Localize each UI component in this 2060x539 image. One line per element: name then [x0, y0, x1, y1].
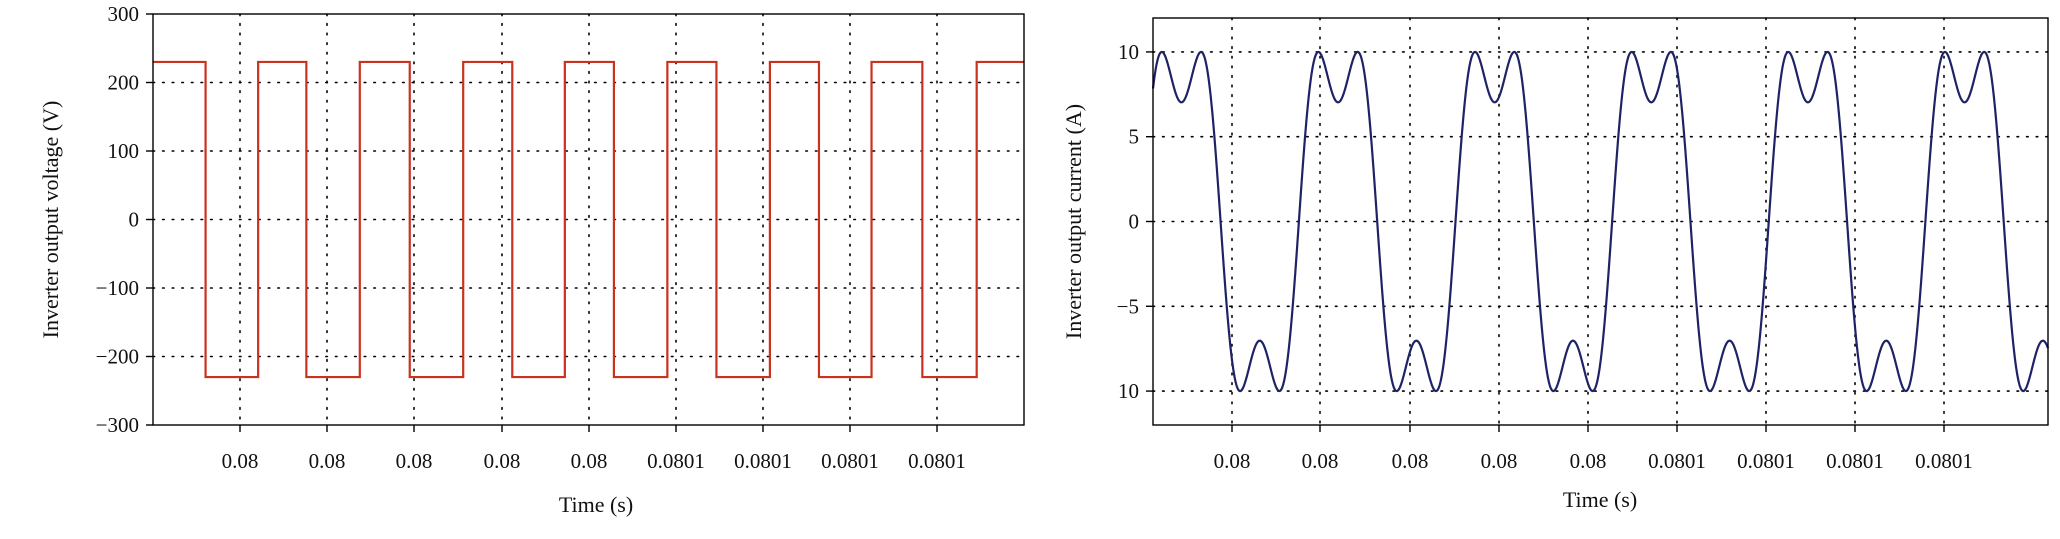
voltage-x-tick-label-0: 0.08 — [222, 449, 259, 473]
voltage-waveform-line — [153, 60, 1024, 379]
voltage-x-tick-label-4: 0.08 — [571, 449, 608, 473]
current-x-tick-label-5: 0.0801 — [1648, 449, 1706, 473]
voltage-x-tick-label-8: 0.0801 — [908, 449, 966, 473]
current-x-tick-label-6: 0.0801 — [1737, 449, 1795, 473]
current-y-tick-label-0: 10 — [1118, 379, 1139, 403]
voltage-x-tick-label-1: 0.08 — [309, 449, 346, 473]
current-x-tick-label-3: 0.08 — [1481, 449, 1518, 473]
current-x-tick-label-4: 0.08 — [1570, 449, 1607, 473]
current-chart: 10 −5 0 5 10 0.08 0.08 0.08 0.08 0.08 0.0801 0.080… — [1061, 17, 2050, 512]
voltage-y-tick-label-6: 300 — [108, 2, 140, 26]
voltage-y-axis-label: Inverter output voltage (V) — [38, 101, 63, 339]
current-x-tick-label-0: 0.08 — [1214, 449, 1251, 473]
voltage-y-tick-label-2: −100 — [96, 276, 139, 300]
voltage-x-tick-label-5: 0.0801 — [647, 449, 705, 473]
voltage-y-tick-label-1: −200 — [96, 345, 139, 369]
voltage-x-tick-label-7: 0.0801 — [821, 449, 879, 473]
current-y-tick-label-4: 10 — [1118, 40, 1139, 64]
voltage-x-tick-label-2: 0.08 — [396, 449, 433, 473]
current-x-axis-label: Time (s) — [1563, 487, 1637, 512]
current-y-tick-label-1: −5 — [1117, 294, 1139, 318]
current-y-tick-label-3: 5 — [1129, 125, 1140, 149]
current-x-tick-label-1: 0.08 — [1302, 449, 1339, 473]
voltage-x-tick-label-3: 0.08 — [484, 449, 521, 473]
current-x-tick-label-7: 0.0801 — [1826, 449, 1884, 473]
current-y-tick-label-2: 0 — [1129, 210, 1140, 234]
current-x-tick-label-8: 0.0801 — [1915, 449, 1973, 473]
voltage-y-tick-label-3: 0 — [129, 208, 140, 232]
voltage-x-axis-label: Time (s) — [559, 492, 633, 517]
current-waveform-line — [1151, 50, 2050, 393]
voltage-x-tick-label-6: 0.0801 — [734, 449, 792, 473]
voltage-y-tick-label-0: −300 — [96, 413, 139, 437]
voltage-y-tick-label-5: 200 — [108, 71, 140, 95]
voltage-y-tick-label-4: 100 — [108, 139, 140, 163]
current-y-axis-label: Inverter output current (A) — [1061, 104, 1086, 339]
current-x-tick-label-2: 0.08 — [1392, 449, 1429, 473]
